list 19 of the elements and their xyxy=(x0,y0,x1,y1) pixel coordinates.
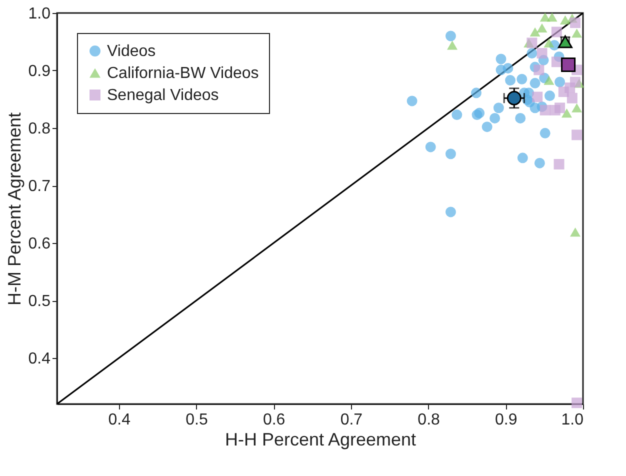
y-tick-label: 0.7 xyxy=(28,178,51,195)
legend-label: Senegal Videos xyxy=(107,87,219,104)
y-tick-label: 0.5 xyxy=(28,293,51,310)
y-tick-label: 1.0 xyxy=(28,6,51,22)
legend-label: California-BW Videos xyxy=(107,65,259,82)
x-tick-label: 1.0 xyxy=(561,412,584,428)
y-tick-label: 0.4 xyxy=(28,350,51,368)
y-tick-label: 0.9 xyxy=(28,63,51,80)
x-tick-label: 0.8 xyxy=(418,412,440,428)
x-tick-label: 0.5 xyxy=(186,412,208,428)
legend-label: Videos xyxy=(107,43,156,60)
x-tick-label: 0.6 xyxy=(262,412,286,428)
x-tick-label: 0.7 xyxy=(340,412,363,428)
x-tick-label: 0.9 xyxy=(495,412,518,428)
y-axis-title: H-M Percent Agreement xyxy=(4,112,24,306)
x-tick-label: 0.4 xyxy=(108,412,131,428)
y-tick-label: 0.8 xyxy=(28,120,51,138)
x-axis-title: H-H Percent Agreement xyxy=(224,430,416,450)
y-tick-label: 0.6 xyxy=(28,236,51,252)
